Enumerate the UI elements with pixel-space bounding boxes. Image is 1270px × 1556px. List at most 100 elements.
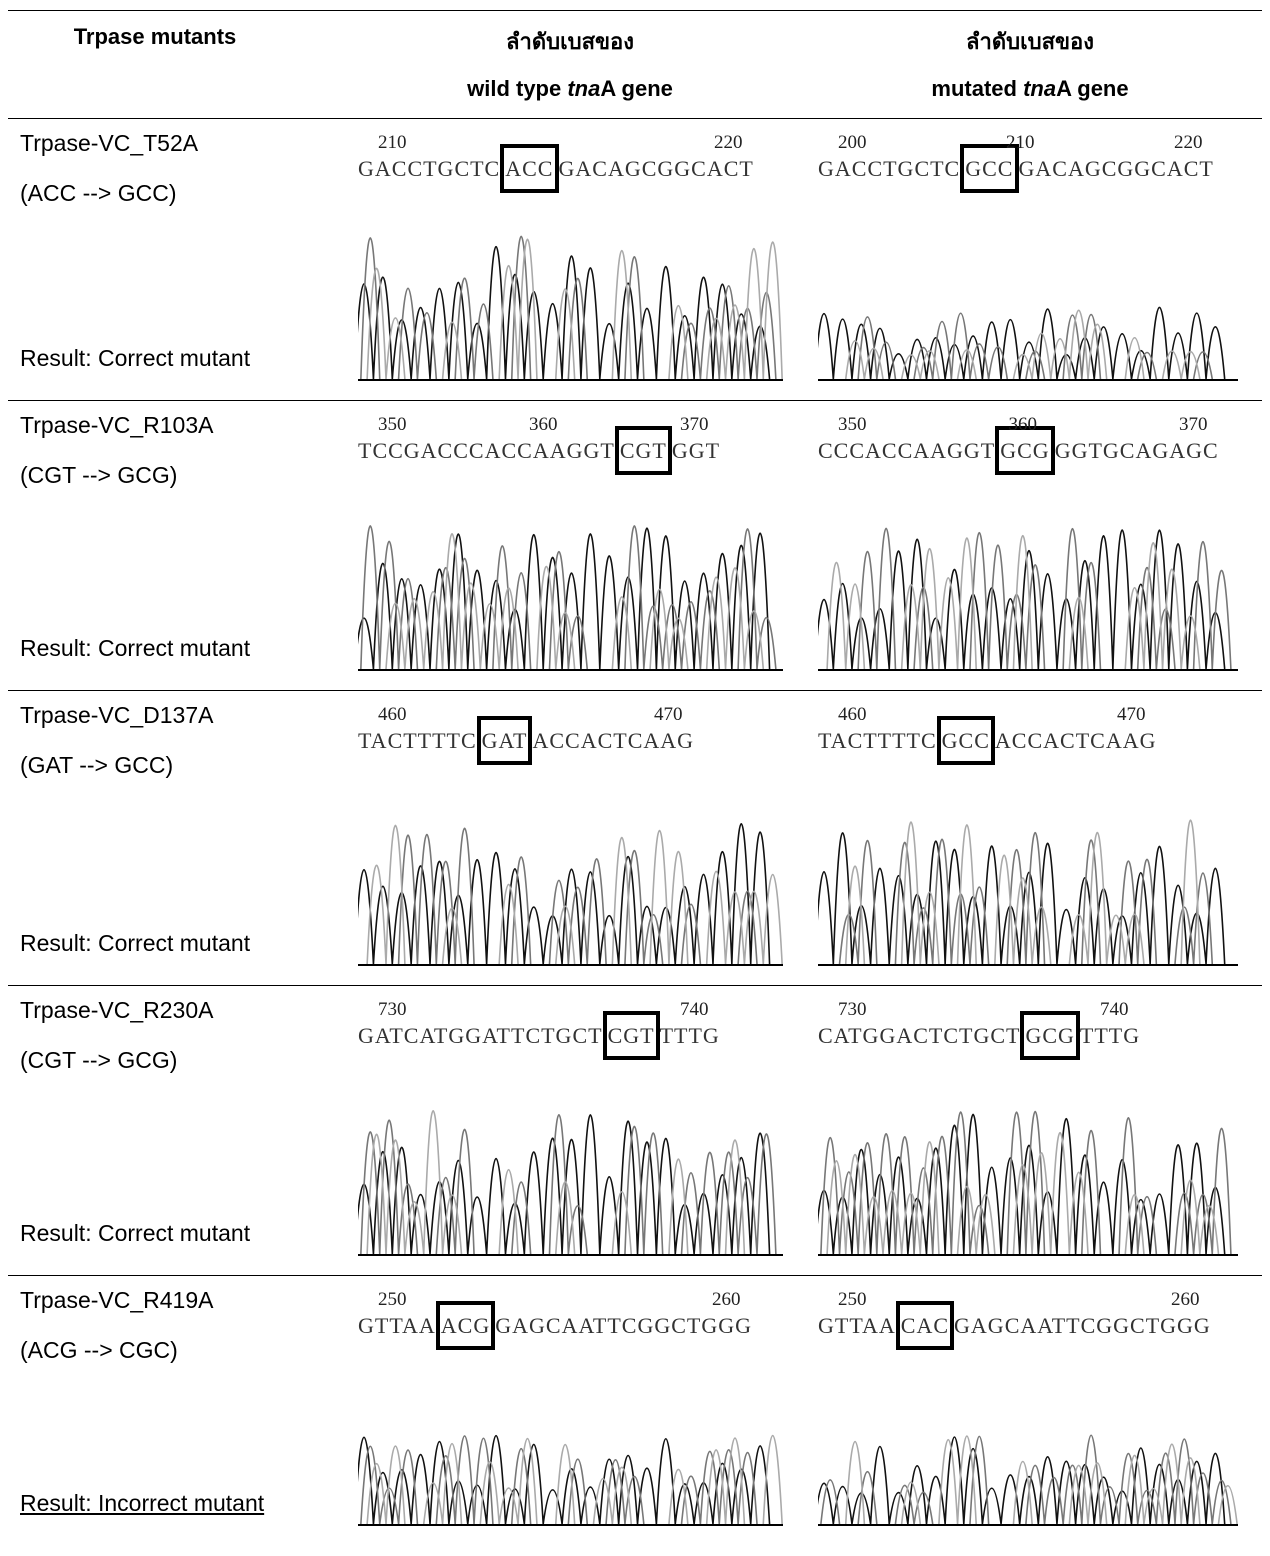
boxed-codon: ACG: [436, 1301, 495, 1350]
boxed-codon: GAT: [477, 716, 533, 765]
trace: [858, 313, 1212, 379]
sequence-text: ACCACTCAAG: [995, 728, 1157, 753]
text: A gene: [600, 76, 673, 101]
position-number: 250: [378, 1289, 407, 1311]
trace: [846, 1436, 1237, 1524]
sequence-text: TTTG: [1080, 1023, 1140, 1048]
sequence-text: GAGCAATTCGGCTGGG: [495, 1313, 752, 1338]
trace: [818, 833, 1225, 964]
sequence-text: GTTAA: [818, 1313, 896, 1338]
sequence-text: CATGGACTCTGCT: [818, 1023, 1020, 1048]
header-cell: Trpase mutants: [20, 24, 290, 50]
position-number: 730: [378, 999, 407, 1021]
position-number: 470: [1117, 704, 1146, 726]
sequence-text: GGTGCAGAGC: [1055, 438, 1219, 463]
chromatogram: [358, 502, 788, 672]
text: tna: [567, 76, 600, 101]
header-cell: ลำดับเบสของ: [355, 24, 785, 59]
codon-change: (ACC --> GCC): [20, 180, 177, 207]
position-number: 740: [680, 999, 709, 1021]
sequence-text: TACTTTTC: [358, 728, 477, 753]
chromatogram: [358, 212, 788, 382]
sequence-text: GAGCAATTCGGCTGGG: [954, 1313, 1211, 1338]
boxed-codon: CAC: [896, 1301, 954, 1350]
result: Result: Correct mutant: [20, 930, 250, 957]
sequence-text: GGT: [672, 438, 720, 463]
sequence-text: TCCGACCCACCAAGGT: [358, 438, 615, 463]
row-rule: [8, 985, 1262, 986]
boxed-codon: CGT: [603, 1011, 660, 1060]
position-number: 350: [838, 414, 867, 436]
position-number: 370: [680, 414, 709, 436]
text: tna: [1023, 76, 1056, 101]
position-number: 460: [838, 704, 867, 726]
position-number: 360: [1009, 414, 1038, 436]
sequence-text: GACCTGCTC: [818, 156, 960, 181]
chromatogram: [818, 1087, 1248, 1257]
header-cell: ลำดับเบสของ: [815, 24, 1245, 59]
position-number: 460: [378, 704, 407, 726]
top-rule: [8, 10, 1262, 11]
position-number: 220: [1174, 132, 1203, 154]
chromatogram: [358, 1417, 788, 1527]
chromatogram: [358, 797, 788, 967]
sequence-text: ACCACTCAAG: [532, 728, 694, 753]
position-number: 210: [1006, 132, 1035, 154]
sequence-text: TACTTTTC: [818, 728, 937, 753]
trace: [846, 310, 1200, 379]
codon-change: (ACG --> CGC): [20, 1337, 178, 1364]
header-cell: mutated tnaA gene: [815, 76, 1245, 102]
sequence-text: GACAGCGGCACT: [1019, 156, 1214, 181]
sequence-text: GACCTGCTC: [358, 156, 500, 181]
sequence-text: GACAGCGGCACT: [559, 156, 754, 181]
sequence: TCCGACCCACCAAGGTCGTGGT: [358, 438, 720, 464]
text: A gene: [1056, 76, 1129, 101]
mutant-name: Trpase-VC_T52A: [20, 130, 198, 157]
codon-change: (CGT --> GCG): [20, 1047, 177, 1074]
codon-change: (CGT --> GCG): [20, 462, 177, 489]
position-number: 370: [1179, 414, 1208, 436]
chromatogram: [818, 502, 1248, 672]
boxed-codon: GCC: [937, 716, 995, 765]
sequence-text: GTTAA: [358, 1313, 436, 1338]
header-rule: [8, 118, 1262, 119]
position-number: 470: [654, 704, 683, 726]
position-number: 250: [838, 1289, 867, 1311]
chromatogram: [818, 292, 1248, 382]
mutant-name: Trpase-VC_R419A: [20, 1287, 213, 1314]
result: Result: Correct mutant: [20, 635, 250, 662]
position-number: 730: [838, 999, 867, 1021]
mutant-name: Trpase-VC_D137A: [20, 702, 213, 729]
text: mutated: [931, 76, 1023, 101]
position-number: 200: [838, 132, 867, 154]
position-number: 740: [1100, 999, 1129, 1021]
position-number: 210: [378, 132, 407, 154]
boxed-codon: CGT: [615, 426, 672, 475]
page: Trpase mutants ลำดับเบสของ wild type tna…: [0, 0, 1270, 1556]
row-rule: [8, 400, 1262, 401]
position-number: 260: [712, 1289, 741, 1311]
sequence-text: GATCATGGATTCTGCT: [358, 1023, 603, 1048]
trace: [399, 828, 757, 964]
position-number: 350: [378, 414, 407, 436]
trace: [858, 528, 1231, 669]
position-number: 360: [529, 414, 558, 436]
chromatogram: [818, 797, 1248, 967]
chromatogram: [358, 1087, 788, 1257]
trace: [840, 833, 1213, 964]
boxed-codon: ACC: [500, 144, 558, 193]
row-rule: [8, 690, 1262, 691]
boxed-codon: GCG: [1020, 1011, 1079, 1060]
header-cell: wild type tnaA gene: [355, 76, 785, 102]
row-rule: [8, 1275, 1262, 1276]
mutant-name: Trpase-VC_R230A: [20, 997, 213, 1024]
mutant-name: Trpase-VC_R103A: [20, 412, 213, 439]
result: Result: Correct mutant: [20, 345, 250, 372]
